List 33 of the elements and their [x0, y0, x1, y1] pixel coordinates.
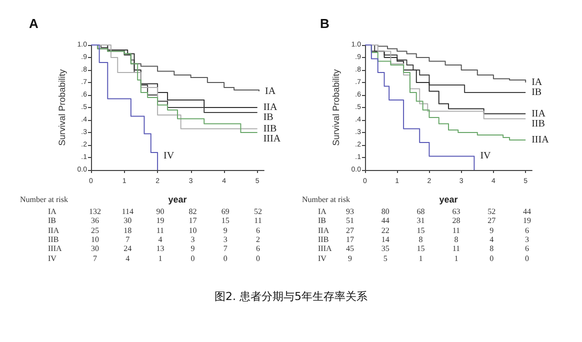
series-label: IIA	[532, 108, 546, 120]
text: IV 7 4 1 0 0 0	[48, 254, 260, 262]
y-axis-title: Survival Probability	[330, 68, 341, 146]
text: IB 36 30 19 17 15 11	[48, 216, 262, 226]
text: IIA 27 22 15 11 9 6	[318, 226, 529, 235]
text: IV 9 5 1 1 0 0	[318, 254, 529, 262]
text: IIIA 45 35 15 11 8 6	[318, 244, 529, 254]
text: IIIA 30 24 13 9 7 6	[48, 244, 260, 254]
text: IIA 25 18 11 10 9 6	[48, 226, 260, 235]
series-label: IIB	[532, 118, 546, 130]
series-label: IIIA	[263, 133, 282, 144]
series-label: IA	[532, 77, 543, 88]
series-label: IIB	[263, 123, 278, 134]
text: IIB 17 14 8 8 4 3	[318, 234, 529, 244]
y-axis-title: Survival Probability	[56, 68, 67, 146]
series-label: IIIA	[532, 134, 550, 146]
chart-title: B	[320, 16, 330, 31]
series-label: IIA	[263, 102, 278, 113]
text: 图2. 患者分期与5年生存率关系	[214, 289, 368, 304]
text: Number at risk	[20, 195, 68, 204]
text: IA 132 114 90 82 69 52	[48, 207, 262, 216]
text: IB 51 44 31 28 27 19	[318, 216, 531, 226]
text: IA 93 80 68 63 52 44	[318, 207, 531, 216]
series-label: IB	[263, 112, 274, 123]
text: IIB 10 7 4 3 3 2	[48, 234, 260, 244]
series-label: IV	[164, 150, 175, 162]
text: Number at risk	[302, 195, 350, 204]
series-label: IB	[532, 87, 542, 98]
x-axis-title: year	[439, 194, 458, 204]
series-label: IV	[480, 150, 492, 162]
x-axis-title: year	[168, 194, 188, 204]
series-label: IA	[265, 86, 276, 97]
chart-title: A	[29, 16, 39, 31]
